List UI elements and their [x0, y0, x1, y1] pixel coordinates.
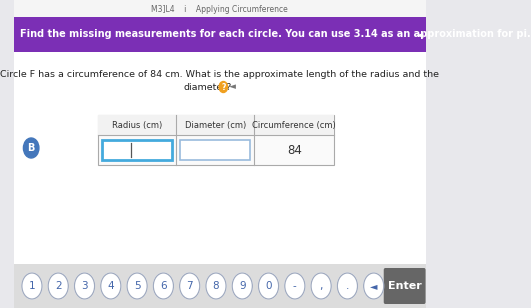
Text: .: . [346, 281, 349, 291]
Text: 2: 2 [55, 281, 62, 291]
Circle shape [127, 273, 147, 299]
Text: -: - [293, 281, 297, 291]
Text: Circumference (cm): Circumference (cm) [252, 120, 336, 129]
Text: 9: 9 [239, 281, 245, 291]
Bar [14, 0, 425, 17]
Text: ◄: ◄ [416, 29, 424, 39]
Circle shape [259, 273, 279, 299]
Text: ◄: ◄ [229, 83, 236, 91]
Text: Enter: Enter [388, 281, 422, 291]
Bar [98, 115, 334, 135]
Text: diameter?: diameter? [183, 83, 232, 92]
Circle shape [311, 273, 331, 299]
Text: ,: , [320, 281, 323, 291]
Bar [14, 52, 425, 264]
Circle shape [285, 273, 305, 299]
Text: 1: 1 [29, 281, 35, 291]
Text: Circle F has a circumference of 84 cm. What is the approximate length of the rad: Circle F has a circumference of 84 cm. W… [0, 70, 439, 79]
Text: 4: 4 [107, 281, 114, 291]
Circle shape [206, 273, 226, 299]
Circle shape [74, 273, 95, 299]
Circle shape [22, 273, 42, 299]
Bar [14, 264, 425, 308]
Bar [14, 17, 425, 52]
Bar [98, 115, 334, 165]
Text: 7: 7 [186, 281, 193, 291]
Text: 6: 6 [160, 281, 167, 291]
Circle shape [179, 273, 200, 299]
Text: 3: 3 [81, 281, 88, 291]
Circle shape [23, 138, 39, 158]
Circle shape [219, 82, 228, 92]
Text: ?: ? [221, 83, 226, 91]
Text: B: B [28, 143, 35, 153]
Circle shape [48, 273, 68, 299]
Text: 84: 84 [287, 144, 302, 156]
Text: Radius (cm): Radius (cm) [112, 120, 162, 129]
FancyBboxPatch shape [384, 268, 425, 304]
Circle shape [337, 273, 357, 299]
Circle shape [364, 273, 384, 299]
Text: Find the missing measurements for each circle. You can use 3.14 as an approximat: Find the missing measurements for each c… [20, 29, 531, 39]
Text: 8: 8 [212, 281, 219, 291]
Text: M3]L4    i    Applying Circumference: M3]L4 i Applying Circumference [151, 5, 288, 14]
Circle shape [101, 273, 121, 299]
Text: ◄: ◄ [370, 281, 378, 291]
Text: Diameter (cm): Diameter (cm) [185, 120, 246, 129]
Text: 0: 0 [266, 281, 272, 291]
Bar [180, 140, 251, 160]
Bar [101, 140, 172, 160]
Circle shape [153, 273, 174, 299]
Circle shape [232, 273, 252, 299]
Text: 5: 5 [134, 281, 140, 291]
